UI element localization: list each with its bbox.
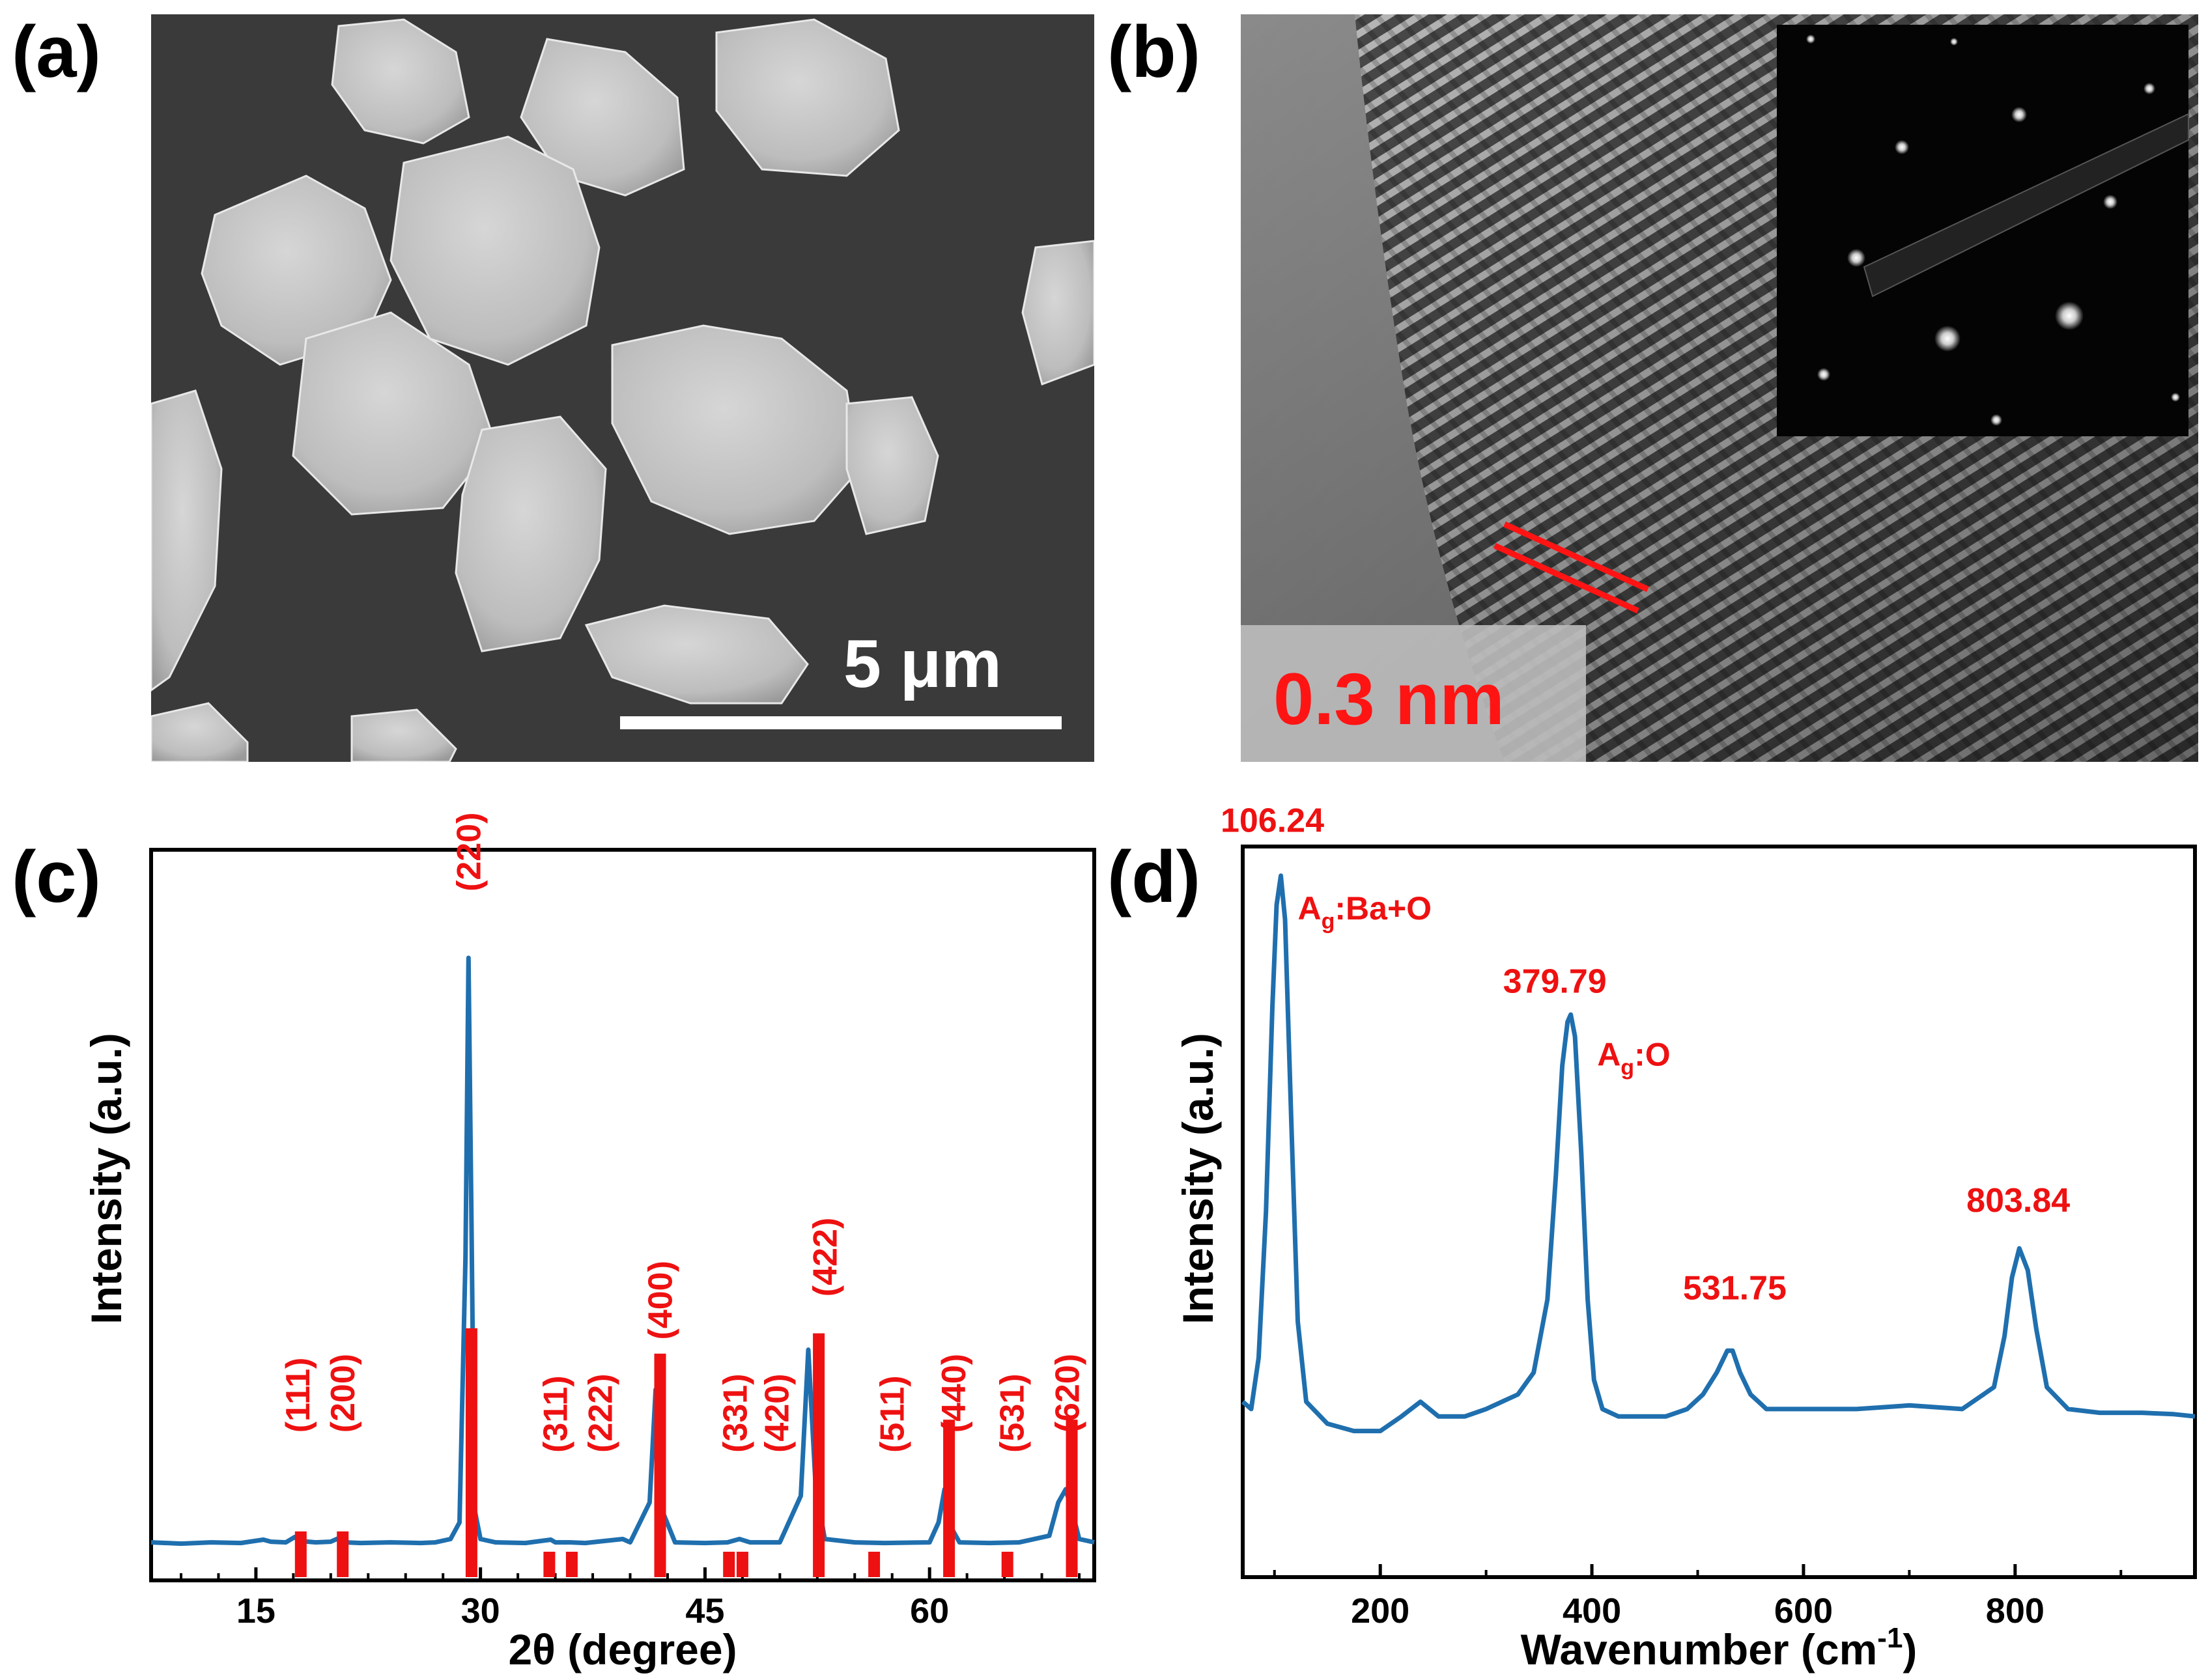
xrd-x-axis: 15 30 45 60	[179, 1567, 1081, 1631]
xrd-reference-line	[736, 1552, 748, 1577]
lattice-fringe-marker	[1493, 542, 1639, 614]
xrd-reference-line	[813, 1333, 825, 1577]
xrd-peak-labels: (111) (200) (220) (311) (222) (400) (331) (420)…	[279, 813, 1086, 1453]
xrd-reference-line	[1001, 1552, 1013, 1577]
raman-y-axis-label: Intensity (a.u.)	[1174, 1033, 1222, 1324]
xrd-peak-label: (511)	[874, 1375, 912, 1453]
d-spacing-label: 0.3 nm	[1273, 658, 1505, 740]
sem-particle	[151, 702, 249, 762]
sem-scale-bar	[620, 716, 1062, 729]
sem-particle	[520, 38, 685, 197]
xrd-reference-line	[565, 1552, 578, 1577]
sem-scale-bar-label: 5 μm	[843, 626, 1002, 702]
xrd-x-axis-label: 2θ (degree)	[508, 1625, 737, 1673]
panel-c-label: (c)	[12, 836, 101, 917]
saed-inset	[1777, 25, 2189, 436]
sem-particle	[845, 396, 939, 535]
sem-particle	[350, 708, 457, 762]
raman-peak-value-label: 803.84	[1966, 1182, 2070, 1220]
xrd-peak-label: (531)	[994, 1373, 1032, 1452]
xrd-reference-lines	[294, 1328, 1078, 1577]
sem-particle	[151, 389, 223, 692]
raman-spectrum-line	[1241, 873, 2196, 1434]
xrd-reference-line	[723, 1552, 735, 1577]
raman-mode-label: Ag:O	[1597, 1037, 1670, 1080]
xrd-y-axis-label: Intensity (a.u.)	[82, 1033, 130, 1324]
xrd-peak-label: (111)	[279, 1358, 317, 1433]
xrd-reference-line	[654, 1353, 666, 1577]
raman-x-axis-label: Wavenumber (cm-1)	[1521, 1622, 1918, 1673]
xrd-plot-frame	[149, 848, 1096, 1582]
raman-x-axis-label-end: )	[1903, 1625, 1917, 1673]
sem-particle	[584, 604, 809, 705]
sem-particle	[389, 135, 601, 366]
sem-particle	[455, 415, 607, 652]
xrd-peak-label: (400)	[642, 1261, 680, 1339]
xrd-reference-line	[465, 1328, 477, 1577]
xrd-reference-line	[868, 1552, 881, 1577]
raman-peak-labels: 106.24 379.79 531.75 803.84	[1221, 802, 2070, 1308]
sem-particle	[331, 18, 470, 145]
panel-b-label: (b)	[1107, 11, 1200, 92]
xrd-peak-label: (331)	[716, 1373, 754, 1452]
raman-x-axis: 200 400 600 800	[1273, 1564, 2123, 1631]
hrtem-image: 0.3 nm	[1241, 14, 2198, 762]
xrd-peak-label: (620)	[1049, 1354, 1087, 1433]
beam-stop	[1863, 113, 2189, 298]
raman-x-axis-label-main: Wavenumber (cm	[1521, 1625, 1878, 1673]
xrd-reference-line	[337, 1531, 349, 1577]
xrd-peak-label: (220)	[450, 813, 488, 891]
raman-peak-value-label: 379.79	[1503, 962, 1607, 1000]
xrd-peak-label: (200)	[324, 1354, 362, 1433]
raman-plot-frame	[1241, 845, 2197, 1579]
xrd-reference-line	[943, 1420, 955, 1577]
sem-particle	[611, 324, 861, 535]
xrd-peak-label: (440)	[935, 1354, 973, 1433]
xrd-chart: 15 30 45 60 (111) (200)(220)(311) (222)(400)(…	[82, 813, 1096, 1673]
lattice-fringe-marker	[1503, 521, 1649, 593]
raman-chart: 200 400 600 800 106.24 379.79 531.75 803.84 Ag…	[1174, 802, 2197, 1673]
raman-mode-label: Ag:Ba+O	[1298, 890, 1432, 934]
sem-particle	[1021, 240, 1094, 385]
xrd-peak-label: (422)	[806, 1218, 844, 1296]
panel-d: (d) 200 400 600 800 106.24 379.79 531.75 803.8…	[1107, 802, 2197, 1673]
xrd-peak-label: (311)	[537, 1375, 575, 1453]
xrd-x-tick-label: 45	[685, 1591, 724, 1631]
raman-x-tick-label: 400	[1563, 1591, 1621, 1631]
xrd-x-tick-label: 30	[461, 1591, 500, 1631]
panel-a: (a) 5 μm	[12, 11, 1094, 762]
xrd-reference-line	[294, 1531, 307, 1577]
raman-mode-labels: Ag:Ba+O Ag:O	[1298, 890, 1671, 1080]
panel-d-label: (d)	[1107, 836, 1200, 917]
xrd-reference-line	[1066, 1420, 1078, 1577]
panel-a-label: (a)	[12, 11, 101, 92]
raman-peak-value-label: 106.24	[1221, 802, 1324, 840]
raman-x-axis-label-sup: -1	[1877, 1622, 1903, 1654]
hrtem-label-box	[1241, 625, 1586, 762]
raman-x-tick-label: 600	[1774, 1591, 1833, 1631]
raman-x-tick-label: 800	[1986, 1591, 2045, 1631]
xrd-reference-line	[543, 1552, 556, 1577]
sem-particle	[715, 18, 900, 177]
xrd-x-tick-label: 15	[236, 1591, 276, 1631]
panel-b: (b) 0.3 nm	[1107, 11, 2198, 762]
sem-image: 5 μm	[151, 14, 1094, 762]
xrd-x-tick-label: 60	[910, 1591, 949, 1631]
raman-peak-value-label: 531.75	[1683, 1270, 1787, 1308]
xrd-peak-label: (420)	[759, 1373, 797, 1452]
raman-x-tick-label: 200	[1351, 1591, 1409, 1631]
panel-c: (c) 15 30 45 60 (111) (200) (220) (311) (222) (4…	[12, 813, 1096, 1673]
xrd-peak-label: (222)	[582, 1373, 620, 1452]
